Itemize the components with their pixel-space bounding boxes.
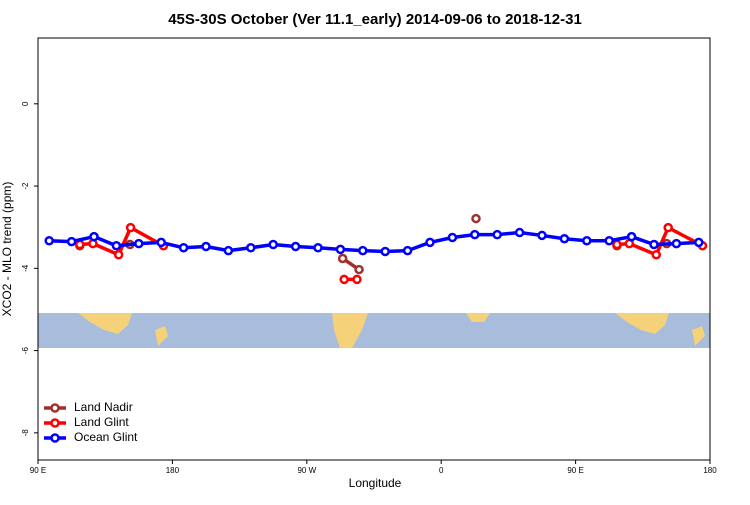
data-point	[559, 233, 570, 244]
data-point	[358, 245, 368, 256]
x-tick-label: 90 E	[567, 466, 583, 475]
map-band	[38, 313, 710, 348]
data-point	[111, 240, 122, 251]
data-point	[626, 231, 637, 242]
data-point	[66, 236, 77, 247]
data-point	[514, 227, 525, 238]
y-tick-label: -8	[21, 429, 30, 437]
data-point	[425, 237, 435, 248]
data-point	[402, 245, 413, 256]
data-point	[354, 264, 364, 275]
data-point	[380, 246, 390, 257]
series-line	[79, 225, 704, 282]
data-point	[649, 239, 659, 250]
chart-title: 45S-30S October (Ver 11.1_early) 2014-09…	[168, 11, 582, 28]
data-point	[694, 237, 704, 248]
legend-label: Ocean Glint	[74, 430, 138, 444]
data-point	[470, 229, 480, 240]
x-tick-label: 180	[166, 466, 180, 475]
legend-label: Land Glint	[74, 415, 129, 429]
data-point	[134, 238, 144, 249]
data-point	[125, 222, 136, 233]
data-point	[471, 213, 481, 224]
data-point	[89, 231, 99, 242]
data-point	[313, 243, 323, 253]
legend-marker	[50, 403, 60, 413]
data-point	[44, 236, 54, 246]
data-point	[113, 250, 124, 260]
data-point	[268, 239, 278, 250]
legend-marker	[50, 418, 60, 428]
y-tick-label: -4	[21, 264, 30, 272]
legend-marker	[50, 433, 60, 443]
data-point	[537, 230, 547, 241]
data-point	[290, 241, 301, 252]
x-axis-label: Longitude	[349, 476, 402, 490]
data-point	[223, 245, 234, 256]
x-tick-label: 180	[703, 466, 717, 475]
data-point	[246, 243, 256, 253]
data-point	[337, 253, 348, 264]
y-tick-label: 0	[21, 101, 30, 106]
data-point	[651, 250, 661, 260]
y-tick-label: -2	[21, 182, 30, 190]
y-axis-label: XCO2 - MLO trend (ppm)	[0, 182, 14, 317]
data-point	[352, 274, 362, 285]
x-tick-label: 90 E	[30, 466, 46, 475]
data-point	[339, 274, 349, 285]
data-point	[335, 244, 346, 255]
data-point	[604, 236, 614, 246]
y-tick-label: -6	[21, 346, 30, 354]
data-point	[582, 236, 592, 246]
x-tick-label: 0	[439, 466, 444, 475]
legend-label: Land Nadir	[74, 400, 133, 414]
data-point	[447, 232, 458, 243]
data-point	[178, 243, 189, 253]
data-point	[492, 229, 502, 240]
data-point	[671, 238, 682, 249]
x-tick-label: 90 W	[297, 466, 316, 475]
data-point	[612, 239, 622, 250]
plot-frame	[37, 37, 711, 461]
data-point	[156, 237, 166, 248]
data-point	[663, 222, 673, 233]
data-point	[201, 241, 211, 252]
